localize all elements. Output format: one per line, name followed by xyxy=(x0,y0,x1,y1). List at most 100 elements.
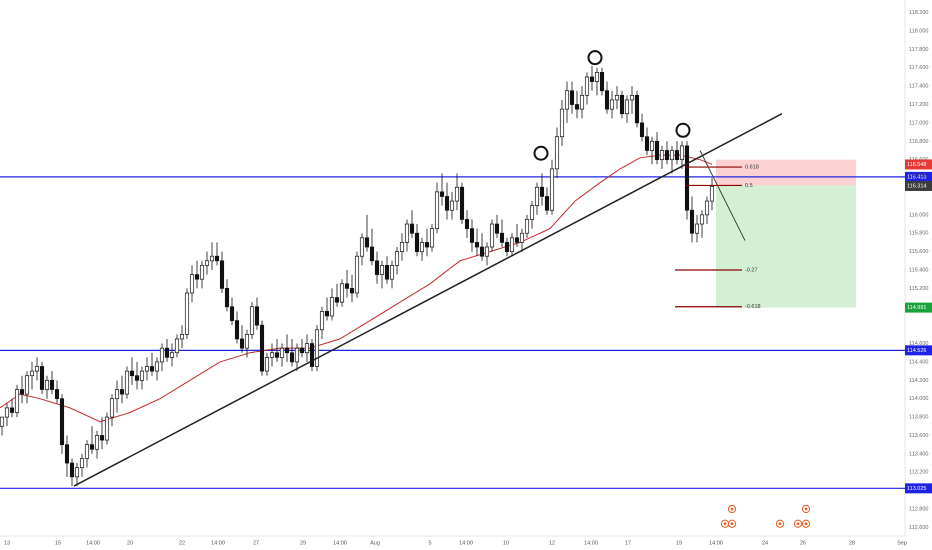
time-tick-label: 19 xyxy=(676,540,682,546)
level-price-badge xyxy=(905,345,932,356)
candle xyxy=(49,371,55,395)
candle xyxy=(634,90,640,128)
candle-body-down xyxy=(69,462,75,478)
price-tick-label: 117.800 xyxy=(909,47,928,53)
trendline-line[interactable] xyxy=(73,113,783,487)
price-tick-label: 117.600 xyxy=(909,65,928,71)
time-axis[interactable]: 13 15 14:00 20 22 14:00 27 29 14:00 Aug 5 14:00 10 12… xyxy=(4,540,907,546)
candle-body-down xyxy=(479,246,485,257)
candle-body-up xyxy=(209,255,215,262)
candle-body-down xyxy=(504,242,510,252)
candle-body-down xyxy=(544,196,550,211)
candle xyxy=(349,274,355,303)
moving-average-line xyxy=(0,154,713,423)
price-tick-label: 117.000 xyxy=(909,120,928,126)
candle-body-down xyxy=(64,444,70,464)
time-tick-label: 12 xyxy=(549,540,555,546)
candle xyxy=(574,90,580,119)
fib-levels[interactable]: 0.618 0.5 -0.27 -0.618 xyxy=(675,164,761,310)
trendline[interactable] xyxy=(73,113,783,487)
candle xyxy=(499,219,505,248)
stop-loss-zone[interactable] xyxy=(716,159,856,186)
candle-body-up xyxy=(709,185,715,202)
candle-body-up xyxy=(389,265,395,280)
candle xyxy=(639,113,645,142)
event-marker[interactable] xyxy=(775,519,785,528)
candle xyxy=(54,380,60,404)
candle xyxy=(444,182,450,220)
candle-body-down xyxy=(424,242,430,248)
candle xyxy=(614,86,620,110)
candle-body-down xyxy=(39,366,45,390)
highlight-circle xyxy=(675,122,691,138)
candle-body-up xyxy=(679,145,685,161)
candle-body-up xyxy=(449,200,455,211)
candle xyxy=(24,371,30,404)
candle xyxy=(709,178,715,211)
price-axis[interactable]: 118.200 118.000 117.800 117.600 117.400 117.2… xyxy=(909,10,928,531)
candle-body-down xyxy=(639,122,645,138)
candle xyxy=(539,173,545,206)
trade-zone[interactable] xyxy=(716,159,856,308)
price-tick-label: 113.400 xyxy=(909,451,928,457)
candle xyxy=(244,329,250,358)
candle-body-up xyxy=(319,311,325,331)
horizontal-levels[interactable]: 116.413 114.526 113.025 xyxy=(0,171,932,494)
candle xyxy=(39,361,45,395)
event-marker[interactable] xyxy=(727,519,737,528)
event-marker[interactable] xyxy=(801,504,811,514)
candle-body-down xyxy=(344,283,350,289)
candle-body-up xyxy=(559,108,565,138)
candle-body-up xyxy=(174,338,180,354)
candle-body-down xyxy=(569,90,575,105)
candle-body-up xyxy=(14,389,20,413)
candle xyxy=(134,361,140,390)
candle xyxy=(364,214,370,252)
candle xyxy=(669,145,675,174)
candle xyxy=(569,81,575,114)
candle xyxy=(174,334,180,358)
event-markers[interactable] xyxy=(720,504,811,528)
candle xyxy=(199,260,205,289)
candle xyxy=(89,426,95,454)
candle-body-up xyxy=(264,356,270,372)
event-marker[interactable] xyxy=(720,519,730,528)
take-profit-zone[interactable] xyxy=(716,185,856,308)
candle-body-up xyxy=(294,347,300,363)
candle-body-down xyxy=(194,274,200,280)
candle xyxy=(389,260,395,289)
price-tick-label: 112.600 xyxy=(909,525,928,531)
candle xyxy=(139,366,145,390)
event-marker[interactable] xyxy=(801,519,811,528)
countdown-label: 44:33 xyxy=(913,173,927,179)
candle xyxy=(664,141,670,165)
time-tick-label: Sep xyxy=(897,540,907,546)
candle xyxy=(184,288,190,339)
candle-body-down xyxy=(474,242,480,248)
price-badge-label: 114.991 xyxy=(907,305,926,311)
projection-line[interactable] xyxy=(699,150,746,241)
event-marker[interactable] xyxy=(793,519,803,528)
candle xyxy=(369,228,375,266)
candle-body-down xyxy=(234,320,240,340)
candle xyxy=(704,196,710,225)
candle-body-up xyxy=(649,140,655,151)
candle-body-down xyxy=(469,228,475,243)
event-marker[interactable] xyxy=(727,504,737,514)
candle xyxy=(274,338,280,362)
candle-body-down xyxy=(414,232,420,252)
price-badge-label: 116.314 xyxy=(907,183,926,189)
candle xyxy=(319,306,325,339)
candle-body-down xyxy=(284,347,290,354)
candle-body-down xyxy=(19,389,25,395)
candle xyxy=(564,81,570,123)
price-tick-label: 113.200 xyxy=(909,470,928,476)
candle-body-down xyxy=(589,76,595,82)
candle-body-up xyxy=(399,242,405,252)
candle-body-down xyxy=(384,265,390,280)
candle-body-up xyxy=(144,366,150,372)
candle-body-up xyxy=(84,444,90,459)
time-tick-label: Aug xyxy=(370,540,380,546)
candle-body-down xyxy=(239,338,245,349)
